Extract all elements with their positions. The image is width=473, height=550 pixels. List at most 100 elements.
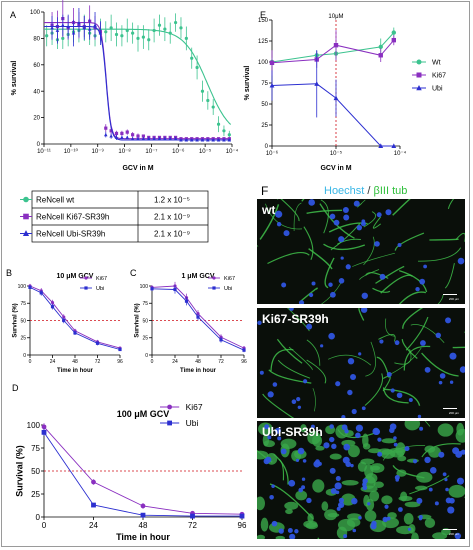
neurite [365, 341, 376, 377]
micrograph-image [257, 199, 465, 304]
data-point-Ubi [314, 81, 320, 86]
nucleus [394, 340, 400, 346]
nucleus [404, 446, 410, 452]
nucleus [438, 451, 445, 458]
neurite [385, 318, 396, 337]
x-axis-label: Time in hour [180, 368, 217, 374]
nucleus [424, 456, 431, 464]
neurite [394, 232, 425, 251]
cell-body [285, 508, 293, 515]
data-point-Ubi [391, 143, 397, 148]
data-point-wt [109, 26, 113, 30]
nucleus [264, 424, 270, 430]
y-tick-label: 75 [20, 301, 26, 307]
chart-a: A 0 20 40 60 80 100 10⁻¹¹ 10⁻¹⁰ 10⁻⁹ 10⁻⁸ 10⁻⁷ 10⁻⁶ 1… [10, 0, 239, 172]
x-tick-label: 24 [89, 521, 98, 530]
cell-body [321, 501, 329, 512]
neurite [323, 243, 366, 251]
nucleus [398, 507, 403, 512]
nucleus [343, 534, 348, 539]
table-cell-label: ReNcell Ubi-SR39h [36, 230, 105, 239]
x-tick-label: 10⁻⁹ [92, 148, 105, 155]
data-point-wt [195, 65, 199, 70]
nucleus [347, 357, 355, 365]
scale-bar-text: 200 μm [448, 297, 459, 301]
nucleus [384, 504, 389, 509]
nucleus [351, 408, 357, 415]
nucleus [376, 212, 382, 218]
y-tick-label: 0 [265, 144, 269, 150]
neurite [383, 388, 421, 406]
nucleus [287, 527, 293, 533]
nucleus [415, 287, 420, 292]
nucleus [333, 219, 340, 226]
neurite [375, 265, 405, 284]
nucleus [295, 458, 300, 463]
nucleus [459, 366, 465, 373]
neurite [399, 269, 428, 293]
data-point-ubi [184, 138, 189, 142]
y-tick-label: 125 [258, 39, 269, 45]
nucleus [407, 527, 412, 531]
data-point-ubi [120, 135, 124, 139]
data-point-Ki67 [62, 315, 66, 319]
ic50-table: ReNcell wt 1.2 x 10⁻⁵ ReNcell Ki67-SR39h 2.… [20, 190, 209, 243]
nucleus [263, 458, 270, 465]
nucleus [338, 236, 345, 243]
nucleus [274, 427, 281, 434]
nucleus [267, 391, 274, 398]
data-point-wt [163, 27, 167, 31]
nucleus [297, 405, 302, 409]
data-point-ubi [55, 28, 60, 32]
nucleus [419, 426, 424, 431]
nucleus [329, 291, 336, 298]
nucleus [331, 443, 337, 450]
data-point-ubi [163, 136, 167, 141]
y-tick-label: 0 [37, 142, 41, 148]
data-point-Ubi [378, 143, 384, 148]
x-axis-label: Time in hour [116, 532, 170, 542]
neurite [392, 199, 411, 216]
table-cell-value: 2.1 x 10⁻⁹ [154, 230, 190, 239]
legend-marker [416, 85, 422, 91]
data-point-ubi [216, 138, 221, 142]
x-tick-label: 10⁻¹¹ [37, 149, 51, 155]
cell-body [329, 453, 342, 460]
neurite [421, 443, 461, 458]
neurite [390, 347, 422, 375]
x-axis-label: GCV in M [122, 165, 153, 172]
cell-body [324, 509, 338, 521]
cell-body [295, 490, 308, 501]
neurite [288, 346, 313, 371]
cell-body [448, 484, 465, 498]
data-point-wt [222, 129, 226, 133]
nucleus [395, 478, 399, 482]
data-point-Ubi [28, 285, 32, 289]
nucleus [306, 323, 313, 330]
data-point-Ki67 [140, 503, 146, 509]
data-point-wt [136, 36, 140, 41]
data-point-ubi [211, 138, 215, 142]
neurite [398, 291, 427, 304]
y-axis-label: Survival (%) [14, 445, 24, 497]
nucleus [271, 484, 275, 488]
y-tick-label: 100 [258, 60, 269, 66]
data-point-ubi [206, 138, 210, 142]
nucleus [294, 529, 299, 534]
neurite [394, 348, 412, 365]
nucleus [379, 339, 384, 344]
series-line-Ki67 [43, 426, 243, 515]
data-point-ubi [61, 23, 65, 27]
nucleus [358, 352, 362, 356]
neurite [308, 248, 333, 270]
nucleus [267, 435, 272, 440]
data-point-Ki67 [333, 43, 339, 48]
nucleus [390, 388, 395, 393]
table-marker [23, 213, 29, 220]
data-point-wt [125, 28, 129, 33]
nucleus [289, 308, 294, 311]
nucleus [309, 292, 314, 298]
data-point-ubi [136, 136, 140, 141]
neurite [259, 204, 280, 240]
